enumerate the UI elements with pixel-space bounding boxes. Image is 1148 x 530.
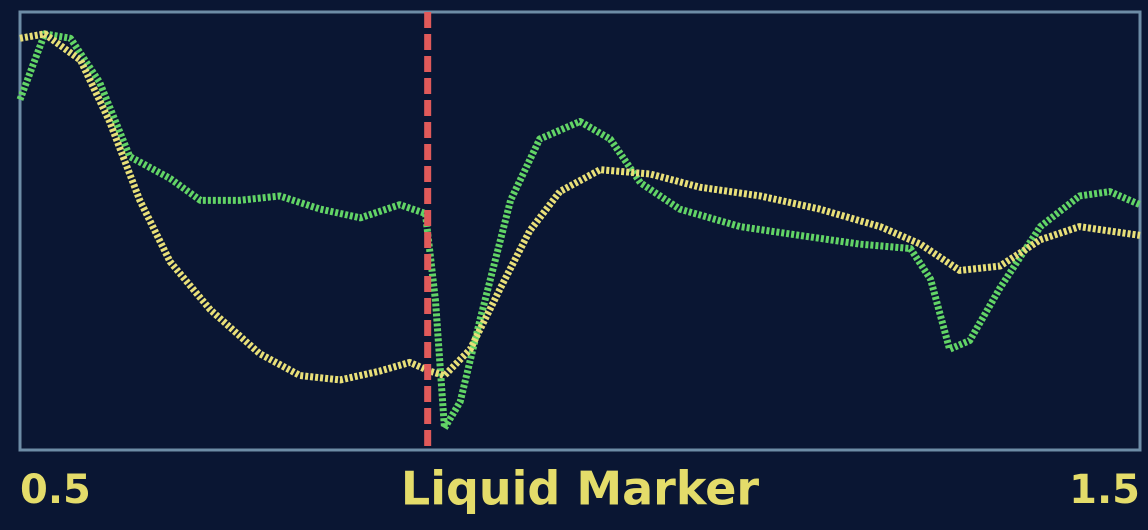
page: {"chart_data": { "type": "line", "xlabel… xyxy=(0,0,1148,530)
x-tick-label: 1.5 xyxy=(1069,467,1140,513)
x-tick-label: 0.5 xyxy=(20,467,91,513)
x-axis-label: Liquid Marker xyxy=(401,462,760,516)
screen: Liquid Marker 0.5 1.5 xyxy=(0,0,1148,530)
